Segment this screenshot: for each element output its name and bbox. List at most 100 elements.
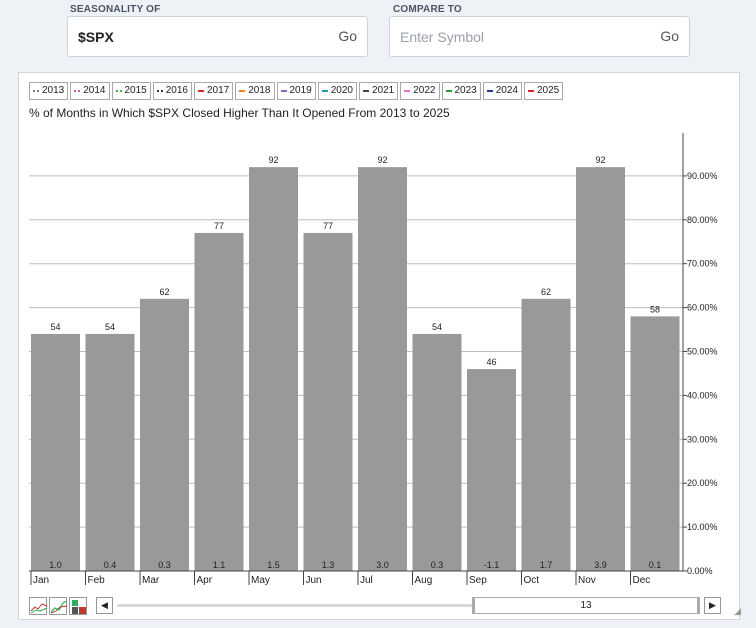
legend-swatch	[33, 90, 39, 92]
bar-jul	[358, 167, 407, 571]
y-tick-label: 10.00%	[687, 522, 718, 532]
y-tick-label: 80.00%	[687, 215, 718, 225]
avg-change-label: 0.3	[431, 560, 444, 570]
compare-go-button[interactable]: Go	[660, 28, 679, 44]
legend-swatch	[363, 90, 369, 92]
legend-swatch	[280, 90, 287, 92]
x-tick-label: Apr	[197, 575, 213, 586]
legend-item-2018[interactable]: 2018	[235, 82, 275, 100]
legend-item-2017[interactable]: 2017	[194, 82, 234, 100]
seasonality-label: SEASONALITY OF	[70, 4, 161, 15]
avg-change-label: 1.7	[540, 560, 553, 570]
y-tick-label: 30.00%	[687, 434, 718, 444]
scroll-left-button[interactable]: ◀	[96, 597, 113, 614]
y-tick-label: 60.00%	[687, 303, 718, 313]
bar-value-label: 54	[50, 322, 60, 332]
legend-swatch	[156, 90, 163, 92]
chart-controls: ◀ 13 ▶ ◢	[19, 593, 741, 619]
bar-sep	[467, 369, 516, 571]
legend-item-2014[interactable]: 2014	[70, 82, 110, 100]
legend-item-2025[interactable]: 2025	[524, 82, 564, 100]
y-tick-label: 0.00%	[687, 566, 713, 576]
y-tick-label: 40.00%	[687, 390, 718, 400]
compare-label: COMPARE TO	[393, 4, 462, 15]
legend-label: 2017	[207, 85, 230, 96]
scroll-right-button[interactable]: ▶	[704, 597, 721, 614]
legend-label: 2013	[42, 85, 65, 96]
bar-mar	[140, 298, 189, 571]
avg-change-label: 0.1	[649, 560, 662, 570]
avg-change-label: 1.0	[49, 560, 62, 570]
legend-item-2021[interactable]: 2021	[359, 82, 399, 100]
legend-swatch	[528, 90, 534, 92]
bar-value-label: 77	[214, 221, 224, 231]
avg-change-label: 1.3	[322, 560, 335, 570]
x-tick-label: Nov	[578, 575, 596, 586]
legend-label: 2015	[124, 85, 147, 96]
bar-apr	[194, 232, 244, 571]
bar-chart: 90.00% 80.00% 70.00% 60.00% 50.00% 40.00% 30.0…	[29, 133, 718, 586]
scroll-thumb[interactable]: 13	[472, 597, 700, 614]
avg-change-label: 0.3	[158, 560, 171, 570]
legend-item-2019[interactable]: 2019	[276, 82, 316, 100]
avg-change-label: 0.4	[104, 560, 117, 570]
resize-grip-icon[interactable]: ◢	[734, 606, 741, 616]
legend-swatch	[321, 90, 328, 92]
y-tick-label: 50.00%	[687, 347, 718, 357]
legend-item-2020[interactable]: 2020	[317, 82, 357, 100]
x-tick-label: Jul	[360, 575, 373, 586]
bar-chart-icon[interactable]	[69, 597, 87, 615]
year-legend: 2013 2014 2015 2016 2017 2018 2019 2020 2021 2022…	[29, 82, 565, 100]
bar-value-label: 92	[377, 155, 387, 165]
legend-item-2013[interactable]: 2013	[29, 82, 69, 100]
bar-value-label: 46	[486, 357, 496, 367]
legend-label: 2021	[372, 85, 395, 96]
bar-value-label: 92	[268, 155, 278, 165]
legend-item-2023[interactable]: 2023	[441, 82, 481, 100]
scroll-track[interactable]	[117, 604, 472, 607]
symbol-bar: SEASONALITY OF Go COMPARE TO Go	[0, 0, 756, 66]
line-chart-icon[interactable]	[29, 597, 48, 615]
avg-change-label: 1.5	[267, 560, 280, 570]
bar-may	[249, 167, 298, 571]
bar-aug	[412, 333, 462, 571]
legend-swatch	[74, 90, 81, 92]
bar-value-label: 54	[432, 322, 442, 332]
bar-dec	[630, 316, 680, 571]
legend-label: 2018	[248, 85, 271, 96]
bar-value-label: 54	[105, 322, 115, 332]
x-tick-label: Sep	[469, 575, 487, 586]
chart-title: % of Months in Which $SPX Closed Higher …	[29, 106, 450, 120]
legend-item-2022[interactable]: 2022	[400, 82, 440, 100]
bar-value-label: 77	[323, 221, 333, 231]
y-tick-label: 70.00%	[687, 259, 718, 269]
seasonality-input[interactable]	[78, 26, 308, 48]
legend-label: 2014	[83, 85, 106, 96]
bar-jun	[303, 232, 353, 571]
x-tick-label: Jan	[33, 575, 49, 586]
legend-item-2015[interactable]: 2015	[111, 82, 151, 100]
bar-oct	[521, 298, 571, 571]
bar-feb	[85, 333, 135, 571]
legend-swatch	[486, 90, 493, 92]
bar-value-label: 58	[650, 304, 660, 314]
seasonality-go-button[interactable]: Go	[338, 28, 357, 44]
legend-swatch	[115, 90, 122, 92]
x-tick-label: Aug	[415, 575, 433, 586]
legend-label: 2020	[330, 85, 353, 96]
legend-swatch	[445, 90, 452, 92]
legend-item-2024[interactable]: 2024	[482, 82, 522, 100]
avg-change-label: -1.1	[484, 560, 500, 570]
x-tick-label: Dec	[633, 575, 651, 586]
bar-value-label: 62	[541, 287, 551, 297]
multi-line-chart-icon[interactable]	[49, 597, 68, 615]
legend-item-2016[interactable]: 2016	[152, 82, 192, 100]
y-tick-label: 20.00%	[687, 478, 718, 488]
avg-change-label: 3.0	[376, 560, 389, 570]
legend-swatch	[239, 90, 246, 92]
x-tick-label: Mar	[142, 575, 160, 586]
legend-swatch	[404, 90, 411, 92]
compare-input[interactable]	[400, 26, 630, 48]
bar-value-label: 62	[159, 287, 169, 297]
avg-change-label: 1.1	[213, 560, 226, 570]
